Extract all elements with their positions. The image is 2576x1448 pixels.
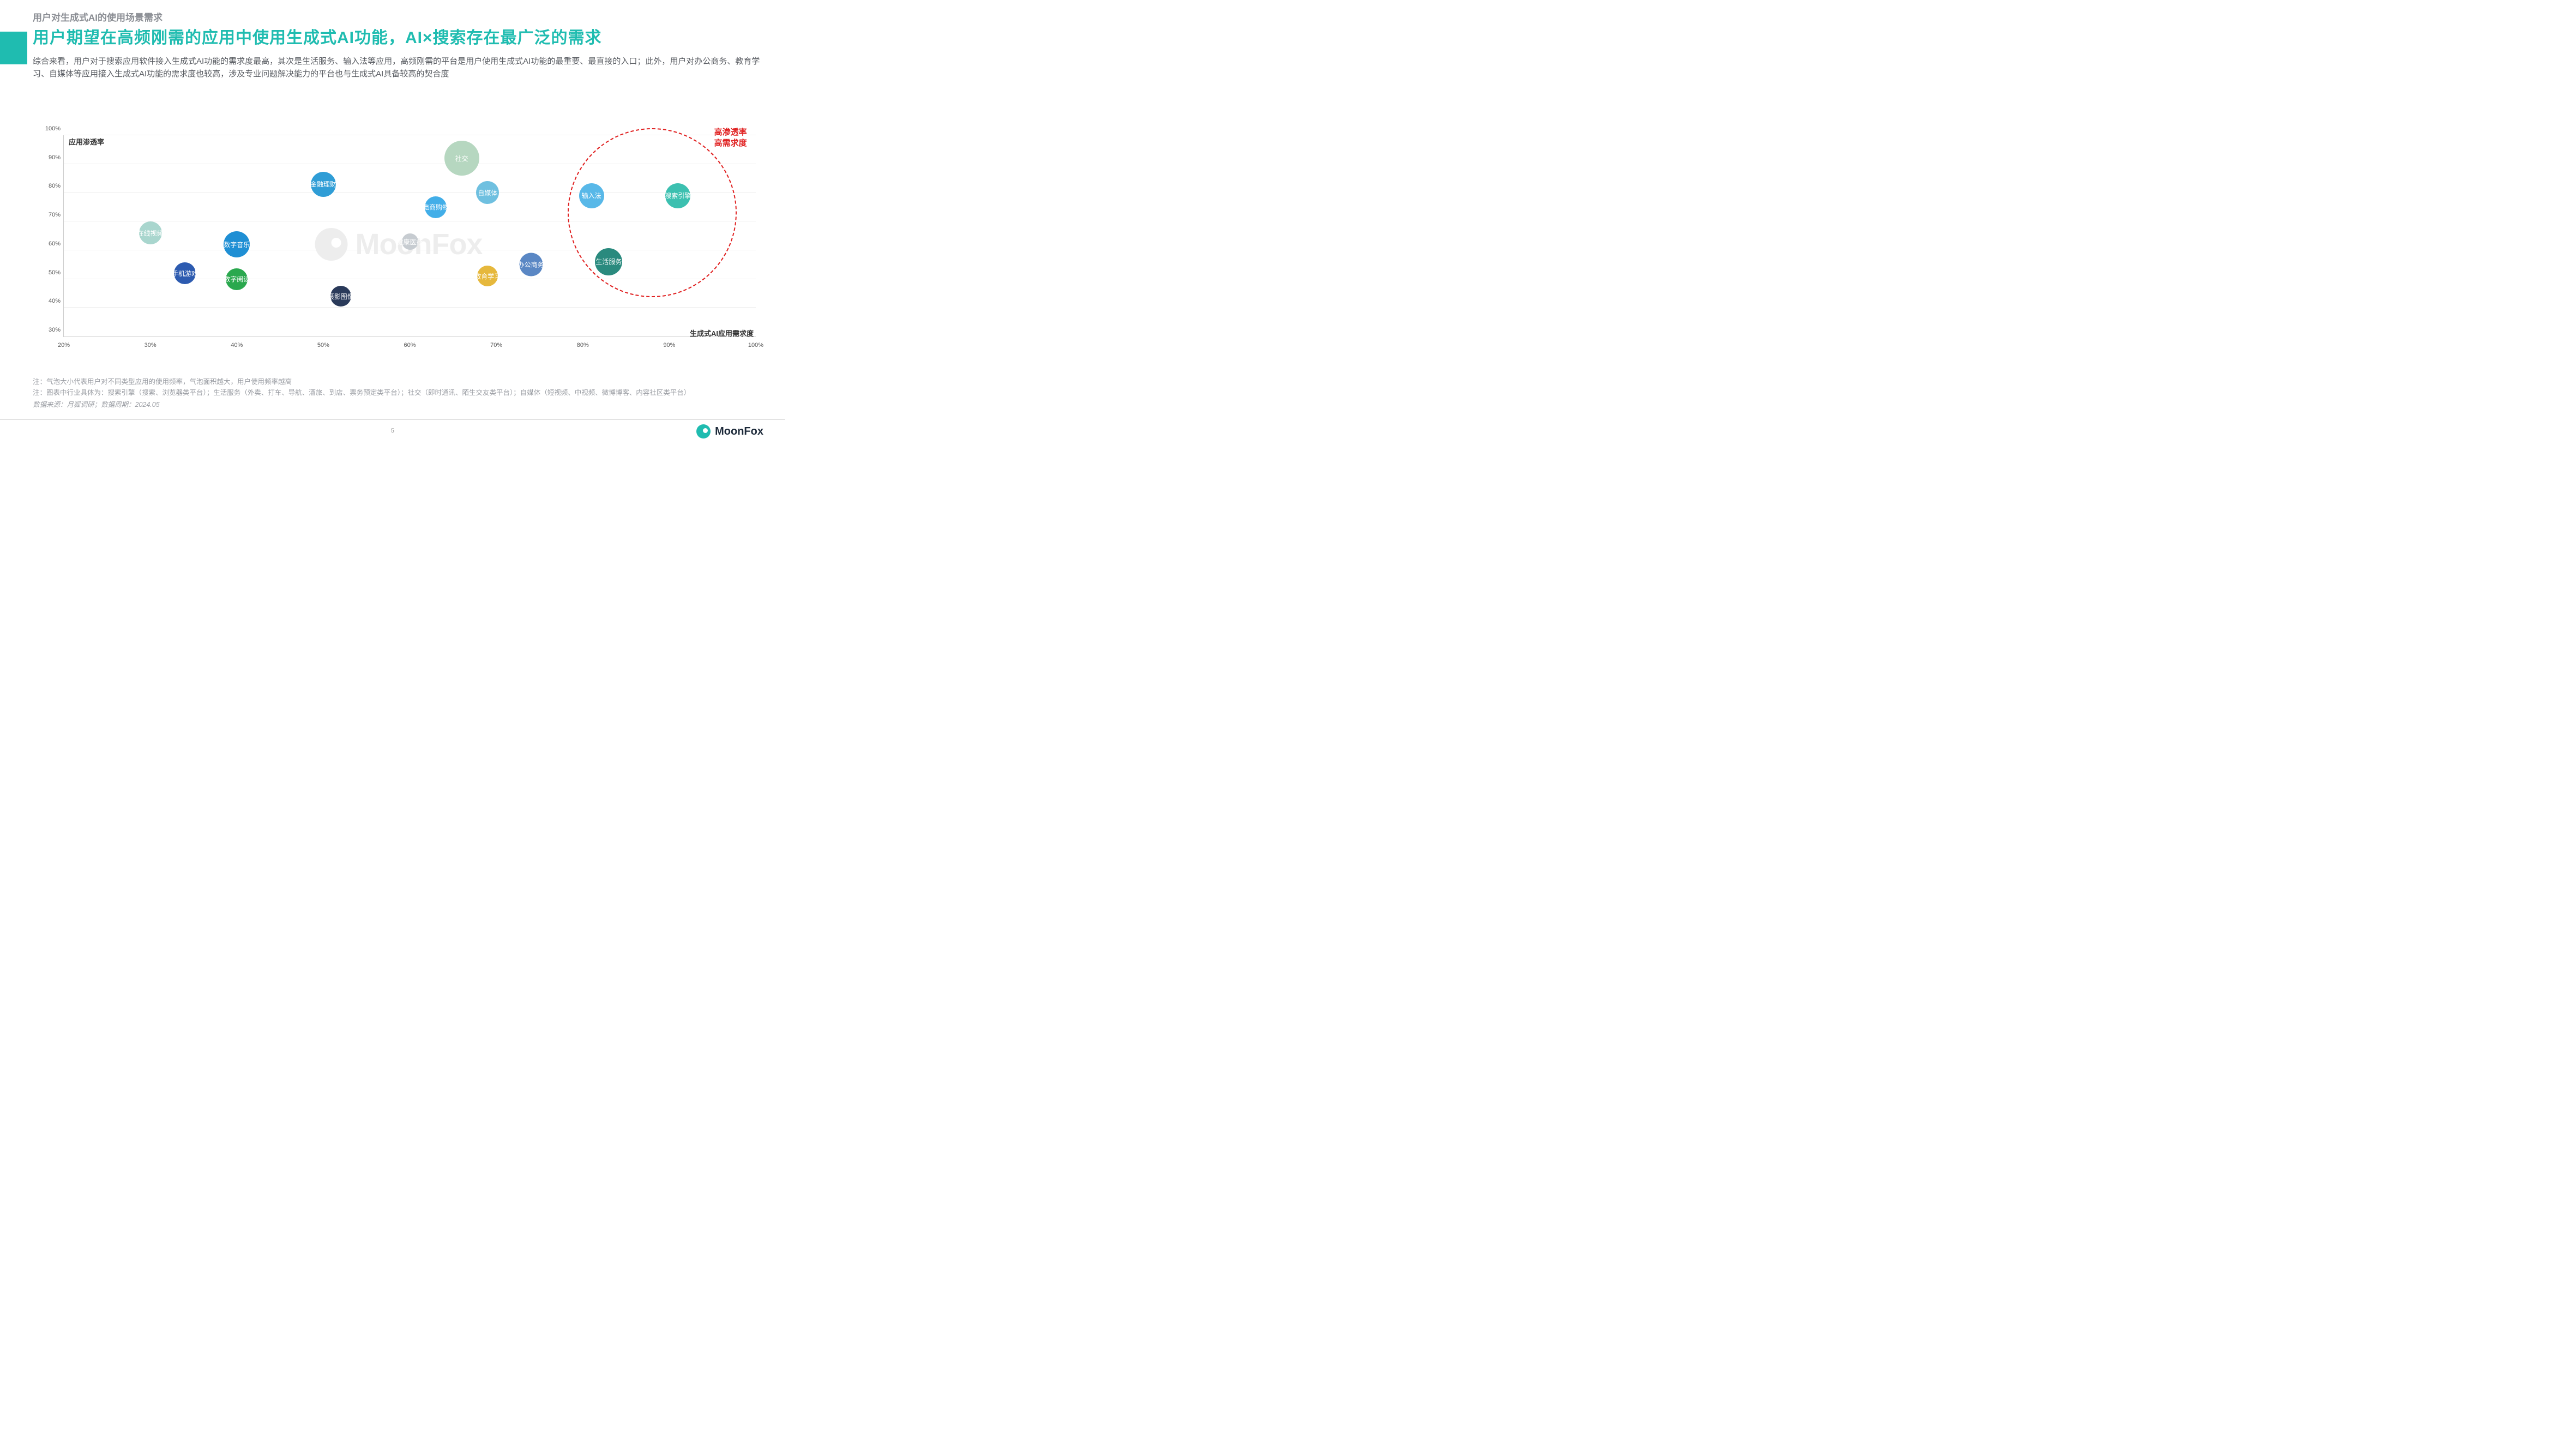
x-tick: 70% <box>490 342 502 349</box>
header: 用户对生成式AI的使用场景需求 用户期望在高频刚需的应用中使用生成式AI功能，A… <box>33 10 763 80</box>
brand-icon <box>696 424 711 438</box>
y-tick: 30% <box>42 327 61 333</box>
y-tick: 70% <box>42 212 61 218</box>
data-source: 数据来源：月狐调研；数据周期：2024.05 <box>33 399 753 410</box>
bubble: 生活服务 <box>595 248 622 275</box>
x-tick: 40% <box>231 342 243 349</box>
brand: MoonFox <box>696 424 763 438</box>
gridline-y <box>64 307 756 308</box>
y-tick: 50% <box>42 269 61 276</box>
page-number: 5 <box>391 428 394 434</box>
bubble: 输入法 <box>579 183 604 208</box>
bubble: 电商购物 <box>425 196 447 218</box>
y-tick: 90% <box>42 154 61 161</box>
slide: 用户对生成式AI的使用场景需求 用户期望在高频刚需的应用中使用生成式AI功能，A… <box>0 0 785 442</box>
bubble: 健康医疗 <box>402 233 418 250</box>
brand-text: MoonFox <box>715 425 763 438</box>
y-tick: 100% <box>42 125 61 132</box>
x-tick: 20% <box>58 342 70 349</box>
note-line-1: 注：气泡大小代表用户对不同类型应用的使用频率，气泡面积越大，用户使用频率越高 <box>33 376 753 387</box>
note-line-2: 注：图表中行业具体为：搜索引擎（搜索、浏览器类平台）；生活服务（外卖、打车、导航… <box>33 387 753 398</box>
highlight-label-line1: 高渗透率 <box>714 127 747 138</box>
slide-title: 用户期望在高频刚需的应用中使用生成式AI功能，AI×搜索存在最广泛的需求 <box>33 28 763 49</box>
y-tick: 60% <box>42 241 61 247</box>
slide-description: 综合来看，用户对于搜索应用软件接入生成式AI功能的需求度最高，其次是生活服务、输… <box>33 55 763 81</box>
x-tick: 60% <box>404 342 416 349</box>
x-axis-title: 生成式AI应用需求度 <box>690 328 754 338</box>
bubble: 搜索引擎 <box>665 183 690 208</box>
bubble: 在线视频 <box>139 221 162 244</box>
bubble: 手机游戏 <box>174 262 196 284</box>
bubble: 金融理财 <box>311 172 336 197</box>
bubble: 自媒体 <box>476 181 499 204</box>
x-tick: 50% <box>317 342 329 349</box>
slide-subtitle: 用户对生成式AI的使用场景需求 <box>33 10 763 23</box>
bubble: 教育学习 <box>477 266 498 286</box>
bubble-chart: MoonFox 应用渗透率 30%40%50%60%70%80%90%100%2… <box>41 135 756 353</box>
bubble: 办公商务 <box>519 253 543 277</box>
notes: 注：气泡大小代表用户对不同类型应用的使用频率，气泡面积越大，用户使用频率越高 注… <box>33 376 753 410</box>
bubble: 社交 <box>444 141 479 176</box>
bubble: 数字音乐 <box>224 231 250 257</box>
highlight-ring <box>568 128 737 297</box>
highlight-label: 高渗透率 高需求度 <box>714 127 747 148</box>
x-tick: 100% <box>748 342 763 349</box>
x-tick: 30% <box>145 342 157 349</box>
gridline-y <box>64 192 756 193</box>
bubble: 摄影图像 <box>330 286 351 307</box>
y-tick: 80% <box>42 183 61 189</box>
accent-bar <box>0 32 27 64</box>
footer-divider <box>0 419 785 420</box>
y-tick: 40% <box>42 298 61 304</box>
highlight-label-line2: 高需求度 <box>714 138 747 149</box>
x-tick: 90% <box>663 342 675 349</box>
bubble: 数字阅读 <box>226 268 248 290</box>
x-tick: 80% <box>577 342 589 349</box>
plot-area: 30%40%50%60%70%80%90%100%20%30%40%50%60%… <box>63 135 756 337</box>
